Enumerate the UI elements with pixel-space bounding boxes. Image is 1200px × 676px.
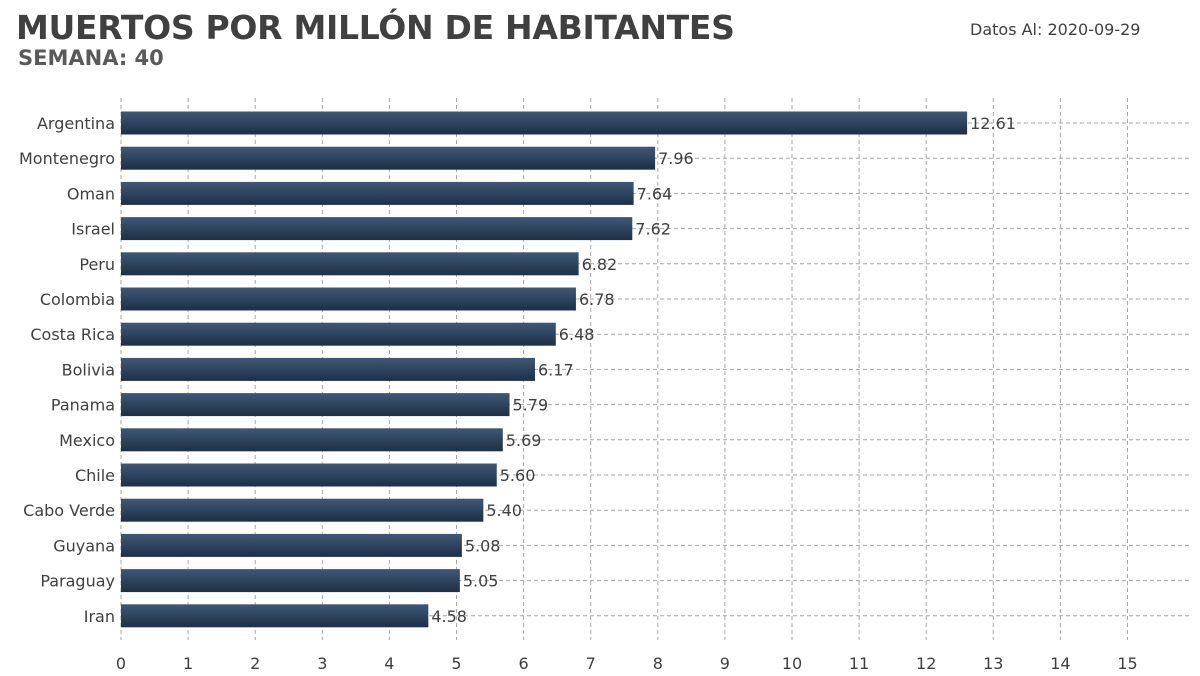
category-label: Peru — [79, 255, 115, 274]
data-label: 5.05 — [463, 572, 499, 591]
data-label: 6.78 — [579, 290, 615, 309]
chart-title: MUERTOS POR MILLÓN DE HABITANTES — [16, 8, 735, 47]
x-tick-label: 2 — [250, 654, 260, 673]
bar-guyana — [121, 533, 462, 557]
bar-israel — [121, 217, 633, 241]
bars — [121, 111, 968, 628]
bar-bolivia — [121, 357, 536, 381]
category-label: Colombia — [40, 290, 115, 309]
data-label: 5.79 — [513, 396, 549, 415]
bar-peru — [121, 252, 579, 276]
category-label: Montenegro — [19, 149, 115, 168]
bar-panama — [121, 393, 510, 417]
x-tick-label: 14 — [1050, 654, 1070, 673]
category-label: Oman — [67, 184, 115, 203]
x-axis-ticks: 0 1 2 3 4 5 6 7 8 9 10 11 12 13 14 15 — [116, 654, 1138, 673]
data-label: 6.17 — [538, 360, 574, 379]
category-label: Guyana — [53, 536, 115, 555]
data-label: 6.48 — [559, 325, 595, 344]
bar-chile — [121, 463, 497, 487]
x-tick-label: 13 — [983, 654, 1003, 673]
category-label: Cabo Verde — [23, 501, 115, 520]
x-tick-label: 5 — [451, 654, 461, 673]
data-label: 5.60 — [500, 466, 536, 485]
x-tick-label: 8 — [653, 654, 663, 673]
chart-subtitle: SEMANA: 40 — [18, 46, 164, 70]
data-label: 12.61 — [970, 114, 1016, 133]
category-label: Iran — [84, 607, 115, 626]
category-label: Paraguay — [40, 572, 115, 591]
x-tick-label: 1 — [183, 654, 193, 673]
x-tick-label: 6 — [519, 654, 529, 673]
data-label: 5.40 — [486, 501, 522, 520]
data-label: 6.82 — [582, 255, 618, 274]
x-tick-label: 4 — [384, 654, 394, 673]
x-tick-label: 9 — [720, 654, 730, 673]
bar-paraguay — [121, 569, 460, 593]
category-labels: Argentina Montenegro Oman Israel Peru Colombi… — [19, 114, 115, 626]
x-tick-label: 12 — [916, 654, 936, 673]
category-label: Argentina — [37, 114, 115, 133]
category-label: Chile — [75, 466, 115, 485]
bar-colombia — [121, 287, 576, 311]
data-label: 5.69 — [506, 431, 542, 450]
data-label: 7.62 — [635, 220, 671, 239]
x-tick-label: 11 — [849, 654, 869, 673]
category-label: Mexico — [59, 431, 115, 450]
category-label: Bolivia — [62, 360, 115, 379]
bar-mexico — [121, 428, 503, 452]
x-tick-label: 10 — [782, 654, 802, 673]
x-tick-label: 15 — [1117, 654, 1137, 673]
category-label: Costa Rica — [30, 325, 115, 344]
data-date-label: Datos Al: 2020-09-29 — [970, 20, 1141, 39]
bar-oman — [121, 181, 634, 205]
data-label: 7.96 — [658, 149, 694, 168]
data-labels: 12.61 7.96 7.64 7.62 6.82 6.78 6.48 6.17 5.79 5.6… — [431, 114, 1016, 626]
bar-costa-rica — [121, 322, 556, 346]
data-label: 7.64 — [637, 184, 673, 203]
category-label: Israel — [71, 220, 115, 239]
data-label: 4.58 — [431, 607, 467, 626]
category-label: Panama — [51, 396, 115, 415]
data-label: 5.08 — [465, 536, 501, 555]
x-tick-label: 0 — [116, 654, 126, 673]
bar-argentina — [121, 111, 968, 135]
bar-cabo-verde — [121, 498, 484, 522]
x-tick-label: 3 — [317, 654, 327, 673]
bar-iran — [121, 604, 429, 628]
bar-montenegro — [121, 146, 656, 170]
x-tick-label: 7 — [586, 654, 596, 673]
